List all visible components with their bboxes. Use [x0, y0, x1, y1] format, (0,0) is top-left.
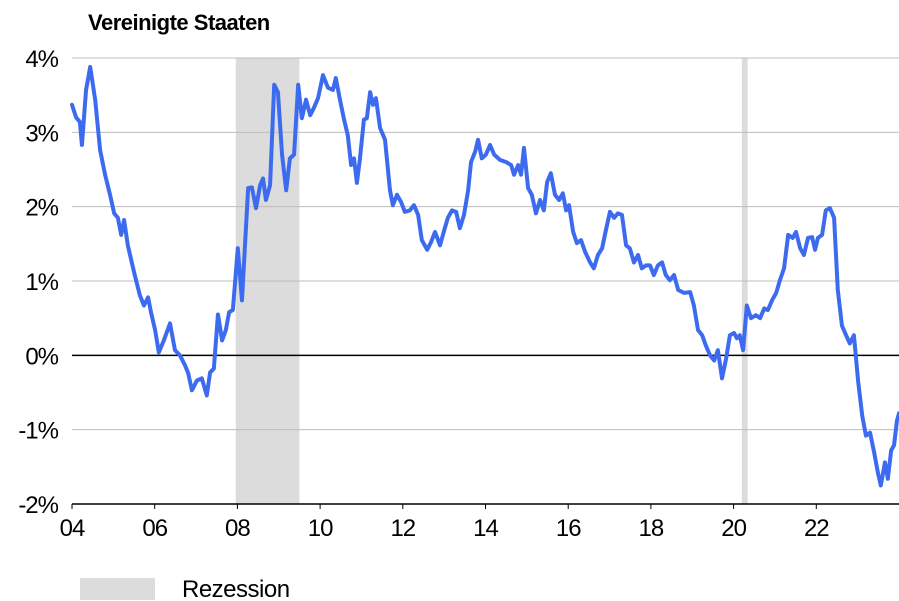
y-tick-label: 2% [25, 195, 58, 222]
x-tick-label: 04 [60, 515, 85, 542]
grid-layer [71, 57, 899, 509]
x-tick-label: 06 [142, 515, 167, 542]
line-layer [70, 64, 899, 488]
x-tick-label: 18 [639, 515, 664, 542]
x-tick-label: 14 [473, 515, 498, 542]
data-line [70, 64, 899, 488]
y-tick-label: -1% [18, 418, 58, 445]
y-tick-label: 3% [25, 120, 58, 147]
legend-label: Rezession [182, 576, 290, 601]
x-tick-label: 08 [225, 515, 250, 542]
y-tick-label: 1% [25, 269, 58, 296]
x-tick-label: 20 [721, 515, 746, 542]
chart-title: Vereinigte Staaten [88, 10, 270, 35]
y-tick-label: 0% [25, 343, 58, 370]
x-tick-label: 10 [308, 515, 333, 542]
legend-swatch [80, 578, 155, 600]
y-tick-label: -2% [18, 492, 58, 519]
y-tick-label: 4% [25, 46, 58, 73]
x-tick-label: 16 [556, 515, 581, 542]
x-tick-label: 12 [390, 515, 415, 542]
label-layer: -2% -1% 0% 1% 2% 3% 4% 04 06 08 10 12 14 16 18 20 22 [18, 46, 830, 542]
x-tick-label: 22 [804, 515, 829, 542]
